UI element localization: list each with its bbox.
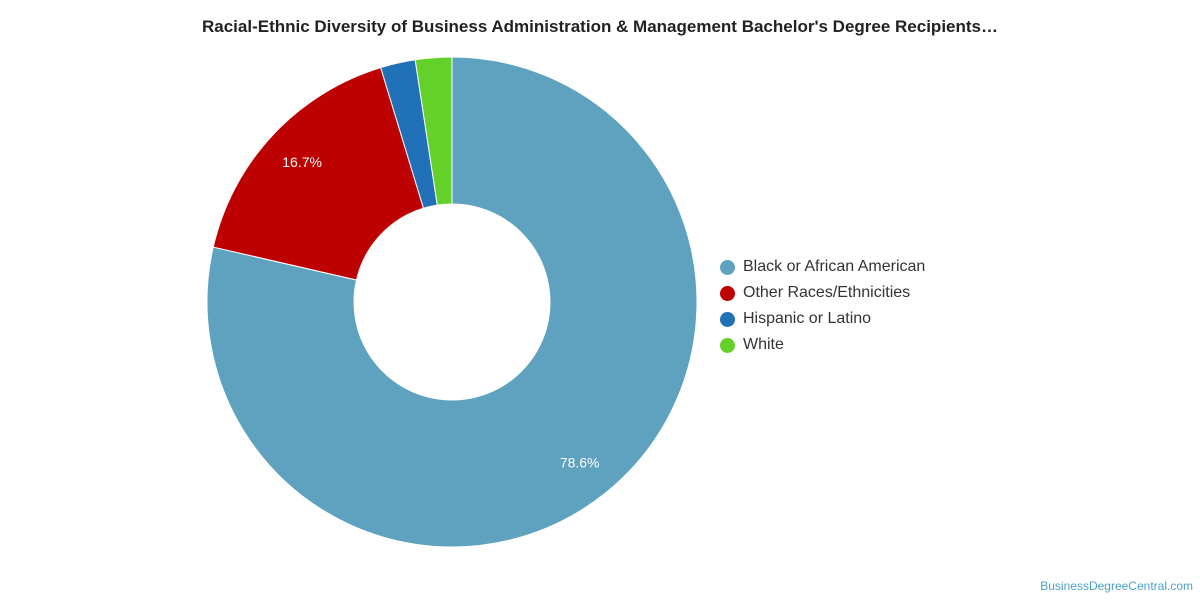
legend-label: Hispanic or Latino: [743, 310, 872, 327]
source-credit-link[interactable]: BusinessDegreeCentral.com: [1040, 579, 1193, 593]
slice-white[interactable]: [414, 56, 453, 206]
chart-title: Racial-Ethnic Diversity of Business Admi…: [201, 17, 998, 36]
legend-label: Other Races/Ethnicities: [743, 284, 911, 301]
data-labels-group: 78.6% 16.7%: [282, 154, 599, 470]
slice-other-races-ethnicities[interactable]: [212, 66, 425, 281]
legend-item-white[interactable]: White: [720, 332, 925, 358]
legend-label: Black or African American: [743, 258, 926, 275]
legend-item-hispanic-or-latino[interactable]: Hispanic or Latino: [720, 306, 925, 332]
data-label-other-races-ethnicities: 16.7%: [282, 154, 322, 170]
legend-label: White: [743, 336, 784, 353]
legend-item-black-or-african-american[interactable]: Black or African American: [720, 254, 925, 280]
legend: Black or African American Other Races/Eth…: [720, 254, 925, 358]
legend-swatch: [720, 311, 735, 327]
slices-group: [206, 56, 698, 548]
data-label-black-or-african-american: 78.6%: [560, 454, 600, 470]
legend-item-other-races-ethnicities[interactable]: Other Races/Ethnicities: [720, 280, 925, 306]
slice-black-or-african-american[interactable]: [206, 56, 698, 548]
legend-swatch: [720, 337, 735, 353]
legend-swatch: [720, 259, 735, 275]
legend-swatch: [720, 285, 735, 301]
